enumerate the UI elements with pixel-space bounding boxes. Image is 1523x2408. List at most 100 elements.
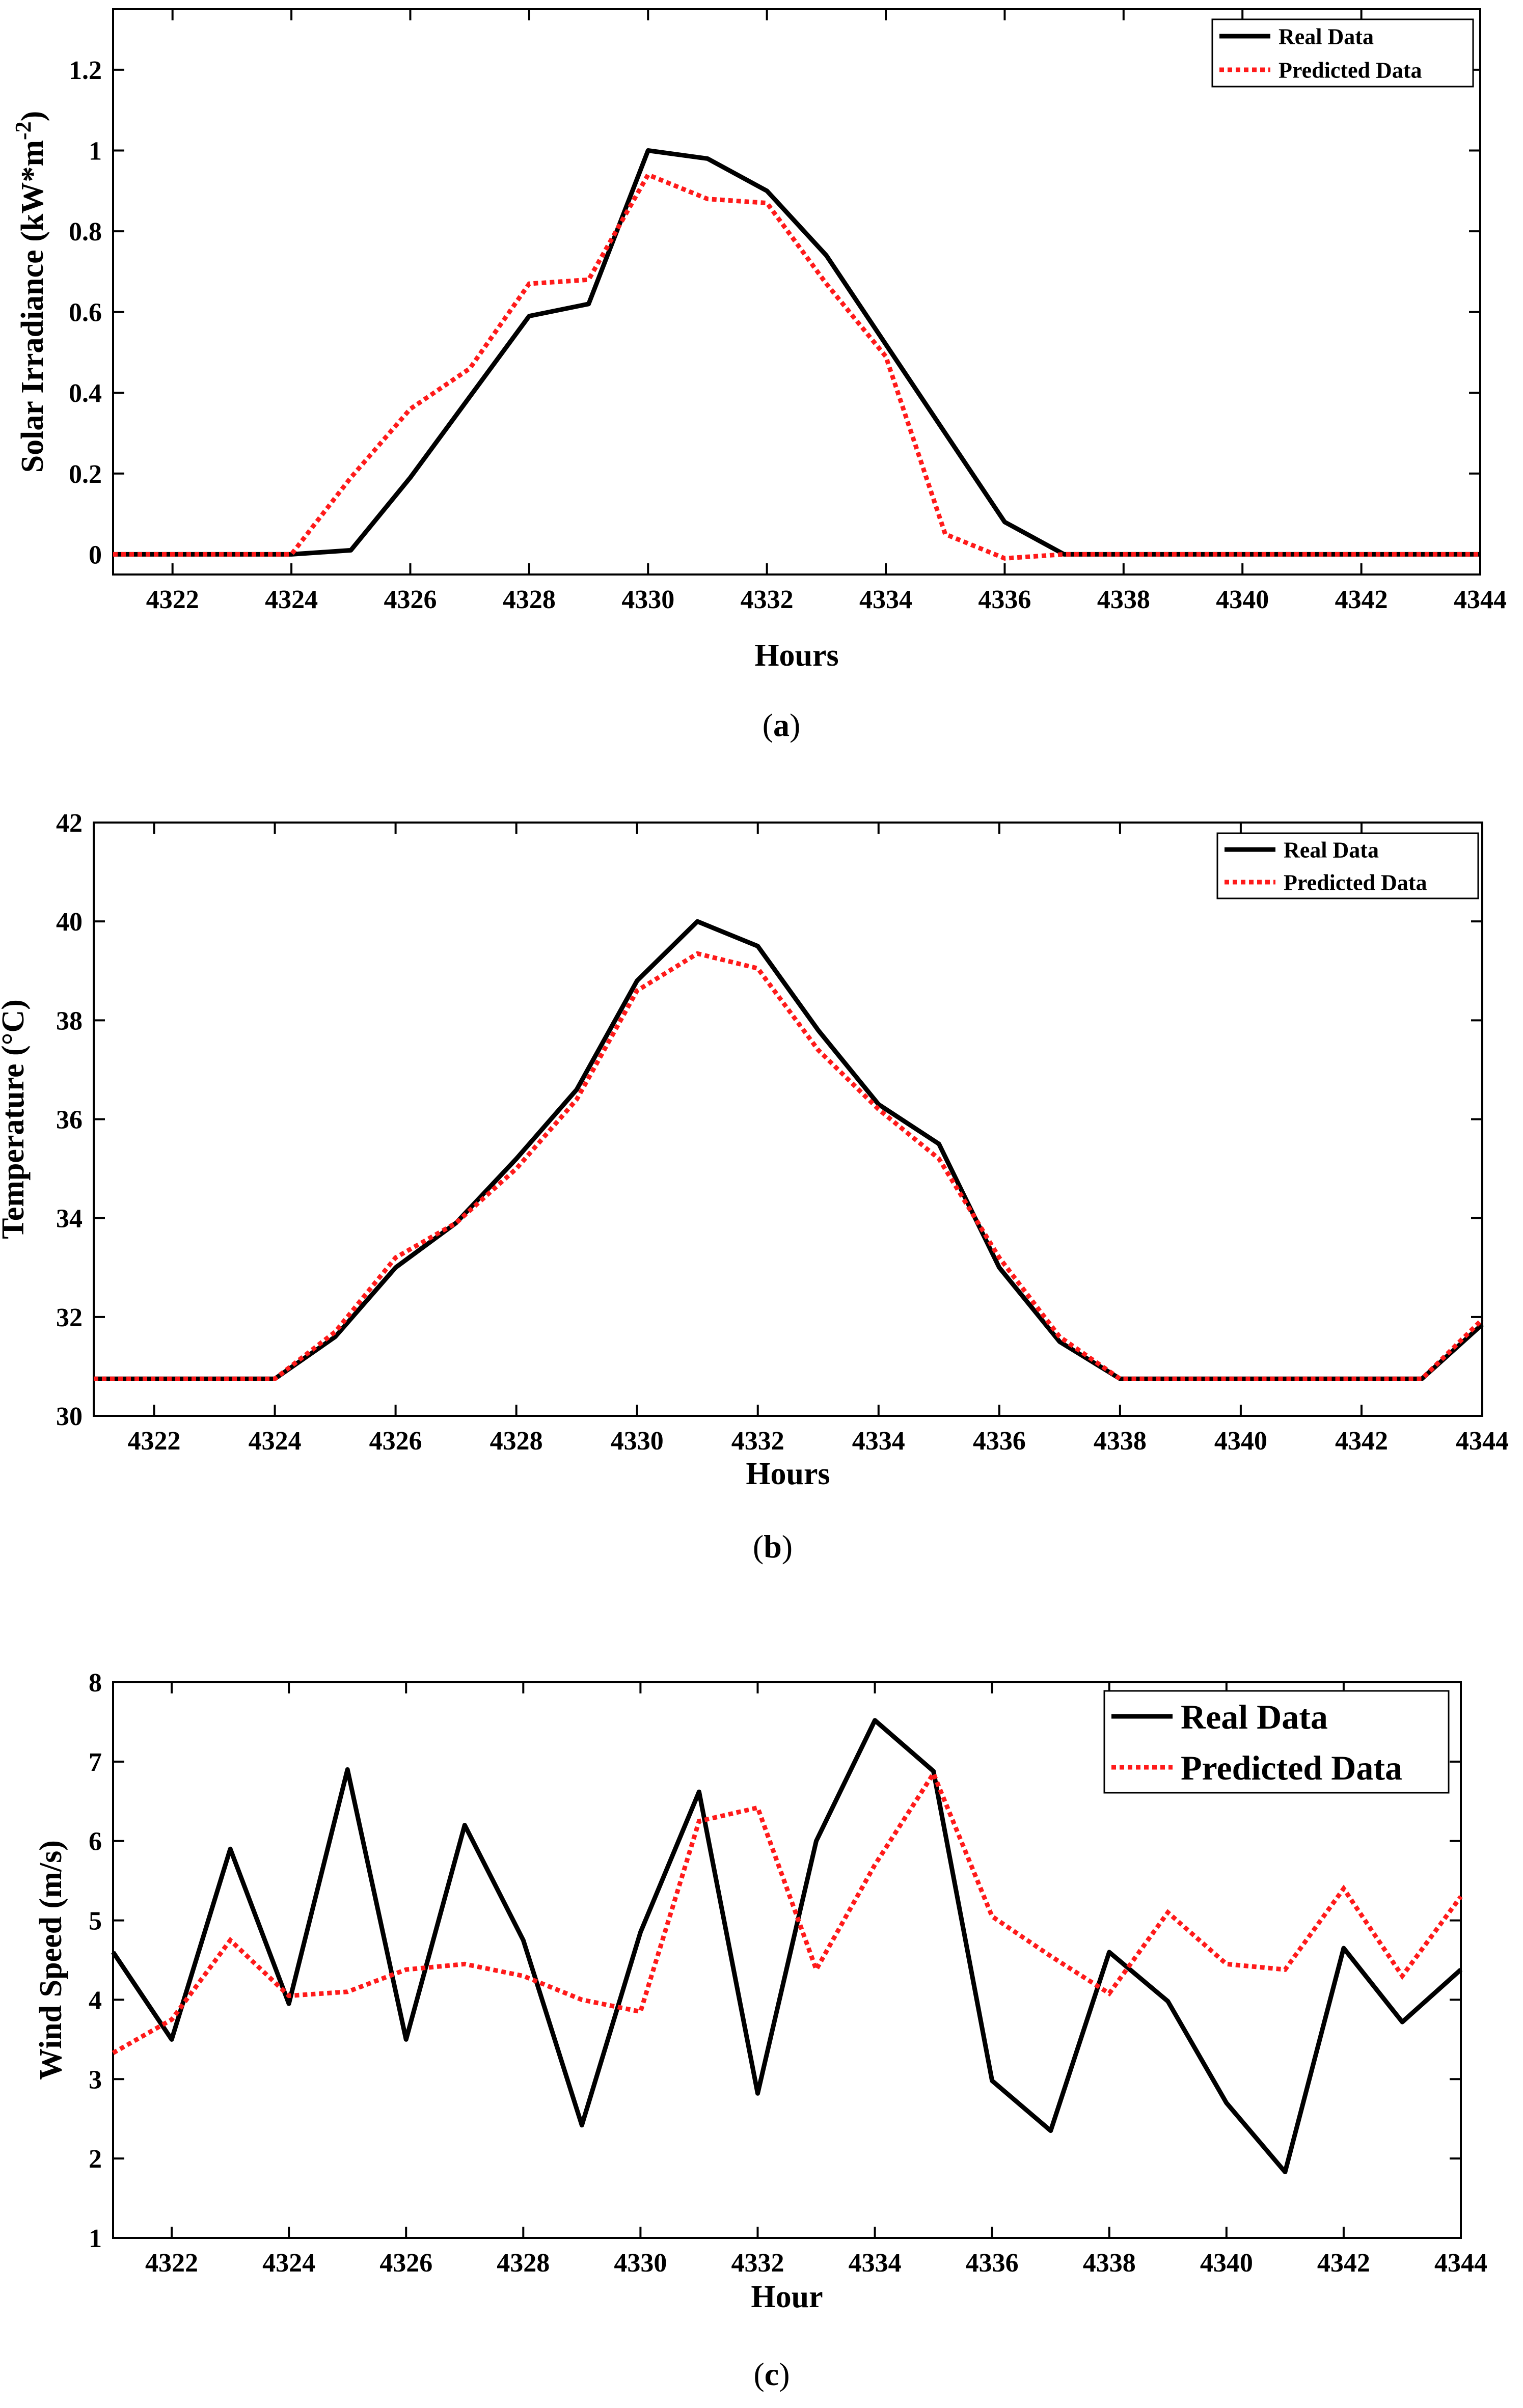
y-tick-label: 4 xyxy=(89,1986,102,2015)
chart-panel-b: 4322 4324 4326 4328 4330 4332 4334 4336 4338 4340… xyxy=(0,809,1509,1565)
x-tick-label: 4336 xyxy=(966,2249,1019,2278)
x-tick-label: 4328 xyxy=(503,585,556,614)
series-line-real-data xyxy=(113,148,1480,557)
x-axis-label: Hours xyxy=(754,638,838,673)
legend-label: Predicted Data xyxy=(1284,870,1427,895)
x-tick-label: 4322 xyxy=(145,2249,198,2278)
plot-area xyxy=(93,822,1483,1417)
caption-letter: c xyxy=(765,2356,779,2392)
x-tick-label: 4334 xyxy=(859,585,912,614)
x-tick-label: 4332 xyxy=(731,2249,784,2278)
x-tick-label: 4340 xyxy=(1214,1427,1267,1456)
x-tick-label: 4324 xyxy=(249,1427,302,1456)
x-tick-label: 4344 xyxy=(1456,1427,1509,1456)
y-tick-label: 3 xyxy=(89,2065,102,2094)
y-axis-label: Temperature (°C) xyxy=(0,999,31,1239)
x-tick-label: 4330 xyxy=(611,1427,664,1456)
legend: Real Data Predicted Data xyxy=(1103,1690,1450,1794)
y-tick-label: 0.6 xyxy=(69,298,102,327)
x-tick-label: 4328 xyxy=(497,2249,550,2278)
y-tick-label: 6 xyxy=(89,1827,102,1856)
y-axis-label-text: Solar Irradiance (kW*m xyxy=(15,140,50,473)
x-tick-label: 4344 xyxy=(1434,2249,1487,2278)
series-line-real-data xyxy=(94,919,1484,1381)
plot-area xyxy=(112,8,1481,576)
x-tick-label: 4342 xyxy=(1335,585,1388,614)
y-tick-label: 32 xyxy=(56,1303,83,1332)
x-tick-label: 4332 xyxy=(731,1427,784,1456)
x-axis-label: Hours xyxy=(746,1457,830,1491)
caption-close: ) xyxy=(790,707,800,743)
caption-open: ( xyxy=(763,707,773,743)
x-tick-label: 4342 xyxy=(1335,1427,1388,1456)
x-tick-label: 4326 xyxy=(384,585,437,614)
legend-label: Real Data xyxy=(1284,837,1379,862)
y-axis-label-text: Temperature (°C) xyxy=(0,999,31,1239)
caption-open: ( xyxy=(753,1528,764,1565)
y-tick-label: 7 xyxy=(89,1748,102,1777)
y-tick-label: 0.8 xyxy=(69,217,102,247)
y-tick-label: 5 xyxy=(89,1907,102,1936)
x-tick-label: 4338 xyxy=(1094,1427,1147,1456)
chart-panel-c: 4322 4324 4326 4328 4330 4332 4334 4336 4338 4340… xyxy=(34,1668,1487,2392)
legend-box xyxy=(1211,18,1474,88)
y-tick-label: 1 xyxy=(89,2224,102,2253)
legend-label: Real Data xyxy=(1279,24,1374,49)
y-tick-label: 38 xyxy=(56,1006,83,1035)
caption-close: ) xyxy=(782,1528,793,1565)
y-tick-label: 2 xyxy=(89,2145,102,2174)
y-axis-label: Wind Speed (m/s) xyxy=(34,1840,68,2080)
y-tick-label: 36 xyxy=(56,1106,83,1135)
panel-caption: (b) xyxy=(753,1528,793,1565)
x-tick-label: 4336 xyxy=(973,1427,1026,1456)
y-axis-label-superscript: -2 xyxy=(11,121,36,140)
y-axis-label-close: ) xyxy=(15,111,50,122)
x-tick-label: 4334 xyxy=(849,2249,902,2278)
caption-letter: b xyxy=(764,1528,782,1565)
x-tick-label: 4322 xyxy=(128,1427,181,1456)
series-line-predicted-data xyxy=(112,1768,1463,2055)
x-tick-label: 4338 xyxy=(1097,585,1150,614)
x-tick-label: 4338 xyxy=(1083,2249,1136,2278)
y-tick-label: 0 xyxy=(89,540,102,569)
x-tick-label: 4322 xyxy=(146,585,199,614)
x-tick-label: 4330 xyxy=(614,2249,667,2278)
caption-close: ) xyxy=(779,2356,790,2392)
panel-caption: (c) xyxy=(753,2356,790,2392)
x-tick-label: 4324 xyxy=(265,585,318,614)
y-tick-label: 1 xyxy=(89,137,102,166)
x-tick-label: 4342 xyxy=(1317,2249,1370,2278)
y-tick-label: 0.4 xyxy=(69,379,102,408)
x-tick-label: 4344 xyxy=(1454,585,1507,614)
x-axis-label: Hour xyxy=(751,2280,823,2314)
legend-box xyxy=(1216,832,1479,899)
y-axis-label-text: Wind Speed (m/s) xyxy=(34,1840,68,2080)
legend: Real Data Predicted Data xyxy=(1216,832,1479,899)
x-tick-label: 4334 xyxy=(852,1427,905,1456)
x-tick-label: 4332 xyxy=(741,585,794,614)
caption-letter: a xyxy=(773,707,790,743)
x-tick-label: 4336 xyxy=(978,585,1031,614)
y-axis-label: Solar Irradiance (kW*m-2) xyxy=(11,111,50,473)
x-tick-label: 4324 xyxy=(262,2249,315,2278)
legend-box xyxy=(1103,1690,1450,1794)
x-tick-label: 4326 xyxy=(379,2249,432,2278)
legend: Real Data Predicted Data xyxy=(1211,18,1474,88)
y-tick-label: 40 xyxy=(56,908,83,937)
legend-label: Real Data xyxy=(1181,1698,1328,1736)
y-tick-label: 8 xyxy=(89,1668,102,1698)
y-tick-label: 1.2 xyxy=(69,56,102,85)
legend-label: Predicted Data xyxy=(1279,58,1422,83)
series-line-predicted-data xyxy=(94,951,1484,1381)
y-tick-label: 30 xyxy=(56,1402,83,1431)
caption-open: ( xyxy=(753,2356,764,2392)
legend-label: Predicted Data xyxy=(1181,1748,1402,1787)
x-tick-label: 4340 xyxy=(1216,585,1269,614)
panel-caption: (a) xyxy=(763,707,801,743)
x-tick-label: 4330 xyxy=(621,585,674,614)
y-tick-label: 42 xyxy=(56,809,83,838)
chart-panel-a: 4322 4324 4326 4328 4330 4332 4334 4336 4338 4340… xyxy=(11,8,1507,743)
series-line-real-data xyxy=(111,1718,1463,2175)
y-tick-label: 34 xyxy=(56,1205,83,1234)
